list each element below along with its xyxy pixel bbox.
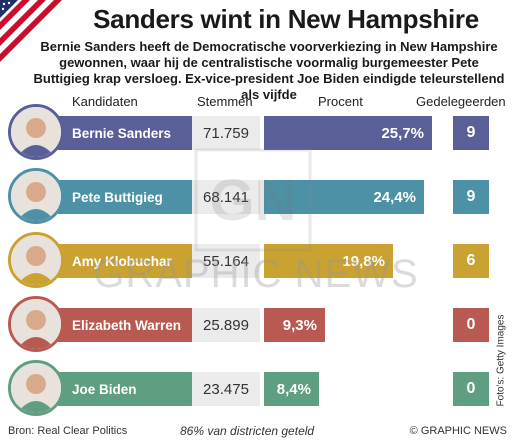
header-percent: Procent — [318, 94, 363, 109]
candidate-row: Joe Biden 23.475 8,4% 0 — [0, 358, 515, 420]
delegates-value: 0 — [453, 308, 489, 342]
percent-bar: 19,8% — [264, 244, 393, 278]
percent-bar: 24,4% — [264, 180, 424, 214]
candidate-portrait — [8, 360, 64, 416]
footer-source: Bron: Real Clear Politics — [8, 425, 128, 437]
candidate-name: Elizabeth Warren — [58, 308, 192, 342]
candidate-name: Pete Buttigieg — [58, 180, 192, 214]
votes-value: 23.475 — [192, 372, 260, 406]
candidate-name-label: Elizabeth Warren — [72, 317, 182, 333]
candidate-portrait — [8, 296, 64, 352]
candidate-name: Bernie Sanders — [58, 116, 192, 150]
candidate-row: Elizabeth Warren 25.899 9,3% 0 — [0, 294, 515, 356]
photo-credit: Foto's: Getty Images — [495, 314, 507, 406]
percent-bar: 9,3% — [264, 308, 325, 342]
candidate-name: Amy Klobuchar — [58, 244, 192, 278]
candidate-name-label: Bernie Sanders — [72, 125, 172, 141]
delegates-value: 0 — [453, 372, 489, 406]
header-delegates: Gedelegeerden — [416, 94, 506, 109]
us-flag-corner-icon — [0, 0, 62, 62]
percent-bar: 25,7% — [264, 116, 432, 150]
votes-value: 55.164 — [192, 244, 260, 278]
intro-text: Bernie Sanders heeft de Democratische vo… — [33, 39, 505, 102]
candidate-portrait — [8, 168, 64, 224]
chart-title: Sanders wint in New Hampshire — [93, 4, 479, 34]
votes-value: 68.141 — [192, 180, 260, 214]
candidate-name-label: Joe Biden — [72, 381, 137, 397]
candidate-row: Pete Buttigieg 68.141 24,4% 9 — [0, 166, 515, 228]
candidate-name-label: Amy Klobuchar — [72, 253, 172, 269]
candidate-portrait — [8, 104, 64, 160]
candidate-name: Joe Biden — [58, 372, 192, 406]
delegates-value: 9 — [453, 180, 489, 214]
header-candidates: Kandidaten — [72, 94, 138, 109]
percent-bar: 8,4% — [264, 372, 319, 406]
delegates-value: 9 — [453, 116, 489, 150]
candidate-row: Amy Klobuchar 55.164 19,8% 6 — [0, 230, 515, 292]
footer-note: 86% van districten geteld — [180, 424, 315, 438]
votes-value: 25.899 — [192, 308, 260, 342]
footer-copyright: © GRAPHIC NEWS — [409, 425, 507, 437]
votes-value: 71.759 — [192, 116, 260, 150]
header-votes: Stemmen — [197, 94, 253, 109]
candidate-portrait — [8, 232, 64, 288]
candidate-row: Bernie Sanders 71.759 25,7% 9 — [0, 102, 515, 164]
candidate-name-label: Pete Buttigieg — [72, 189, 163, 205]
delegates-value: 6 — [453, 244, 489, 278]
